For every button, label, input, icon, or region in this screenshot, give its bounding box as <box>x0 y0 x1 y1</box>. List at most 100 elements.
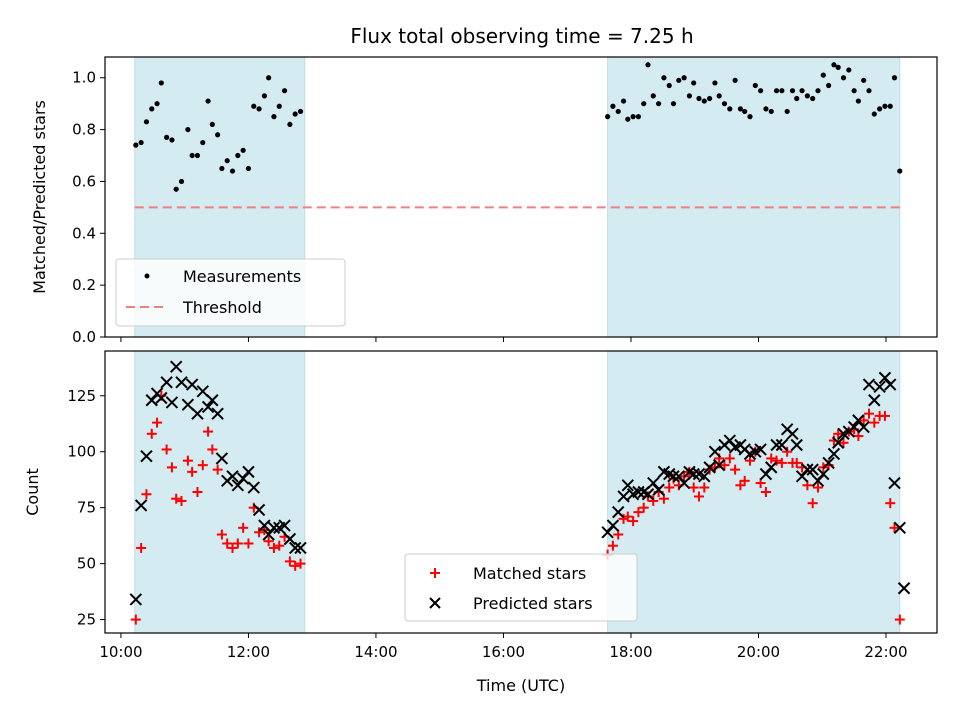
measurement-point <box>871 111 877 117</box>
matched-star-point <box>227 542 238 553</box>
bottom-axes-frame <box>104 350 938 634</box>
matched-star-point <box>791 457 802 468</box>
measurement-point <box>887 103 893 109</box>
predicted-star-point <box>847 420 861 434</box>
measurement-point <box>235 152 241 159</box>
predicted-star-point <box>790 438 803 452</box>
matched-star-point <box>212 464 223 475</box>
measurement-point <box>758 88 764 94</box>
predicted-star-point <box>712 458 726 472</box>
measurement-point <box>297 108 304 115</box>
measurement-point <box>727 106 733 112</box>
measurement-point <box>826 82 832 89</box>
predicted-star-point <box>873 380 886 394</box>
predicted-star-point <box>652 483 665 496</box>
matched-star-point <box>141 489 152 500</box>
bottom-observing-windows <box>134 350 901 634</box>
measurement-point <box>835 64 841 70</box>
measurement-point <box>840 75 847 81</box>
matched-star-point <box>688 482 699 493</box>
measurement-point <box>716 93 722 99</box>
matched-star-point <box>760 487 771 497</box>
measurement-point <box>810 95 816 102</box>
predicted-star-point <box>765 461 778 474</box>
count-points <box>129 360 911 625</box>
measurement-point <box>804 93 810 99</box>
matched-star-point <box>771 455 782 466</box>
measurement-point <box>784 108 790 115</box>
predicted-star-point <box>806 463 819 476</box>
measurement-point <box>194 152 201 159</box>
predicted-star-point <box>206 394 219 407</box>
predicted-star-point <box>857 420 870 434</box>
measurement-points <box>133 62 903 192</box>
measurement-point <box>205 98 211 104</box>
matched-star-point <box>207 444 218 455</box>
predicted-star-point <box>288 541 302 555</box>
measurement-point <box>661 75 667 81</box>
predicted-star-point <box>211 407 224 420</box>
measurement-point <box>138 139 144 146</box>
x-tick-label: 12:00 <box>227 643 270 661</box>
measurement-point <box>173 186 179 192</box>
predicted-star-point <box>165 396 179 409</box>
legend-predicted-marker <box>429 597 441 609</box>
predicted-star-point <box>134 499 148 512</box>
x-tick-label: 10:00 <box>99 643 142 661</box>
predicted-star-point <box>754 443 767 456</box>
measurement-point <box>292 111 298 117</box>
matched-star-point <box>719 460 730 471</box>
top-y-tick-label: 0.8 <box>72 121 96 139</box>
matched-star-point <box>290 560 301 571</box>
x-tick-label: 22:00 <box>864 643 907 661</box>
predicted-star-point <box>775 438 789 452</box>
measurement-point <box>820 72 826 78</box>
matched-star-point <box>268 542 279 553</box>
matched-star-point <box>166 462 177 473</box>
predicted-star-point <box>632 485 645 499</box>
predicted-star-point <box>641 488 655 501</box>
measurement-point <box>666 82 672 89</box>
measurement-point <box>240 147 246 153</box>
top-legend: Measurements Threshold <box>115 258 346 327</box>
bottom-legend: Matched stars Predicted stars <box>404 553 638 622</box>
measurement-point <box>605 114 611 120</box>
matched-star-point <box>730 464 741 475</box>
matched-star-point <box>238 522 249 533</box>
legend-matched-label: Matched stars <box>473 564 586 583</box>
legend-matched-marker <box>430 568 440 578</box>
predicted-star-point <box>191 407 204 420</box>
observing-window-bottom-1 <box>134 350 306 634</box>
predicted-star-point <box>862 378 876 391</box>
measurement-point <box>752 82 758 89</box>
measurement-point <box>799 88 805 94</box>
predicted-star-point <box>278 519 291 532</box>
measurement-point <box>861 77 867 83</box>
predicted-star-point <box>169 360 183 373</box>
predicted-star-point <box>617 490 630 503</box>
x-tick-label: 18:00 <box>609 643 652 661</box>
matched-star-point <box>858 415 869 426</box>
measurement-point <box>630 114 636 120</box>
measurement-point <box>200 139 206 146</box>
measurement-point <box>712 80 718 86</box>
measurement-point <box>768 108 774 115</box>
measurement-point <box>670 101 677 107</box>
measurement-point <box>149 106 155 112</box>
measurement-point <box>209 121 215 128</box>
matched-star-point <box>638 502 649 513</box>
measurement-point <box>189 152 195 159</box>
measurement-point <box>271 114 277 120</box>
measurement-point <box>133 142 139 148</box>
matched-star-point <box>171 493 182 504</box>
bottom-y-tick-label: 25 <box>77 611 96 629</box>
measurement-point <box>701 98 707 104</box>
matched-star-point <box>812 482 823 493</box>
matched-star-point <box>833 428 844 439</box>
matched-star-point <box>633 507 644 518</box>
measurement-point <box>773 88 780 94</box>
predicted-star-point <box>884 378 897 391</box>
x-tick-label: 14:00 <box>354 643 397 661</box>
measurement-point <box>245 165 252 172</box>
measurement-point <box>224 158 230 164</box>
